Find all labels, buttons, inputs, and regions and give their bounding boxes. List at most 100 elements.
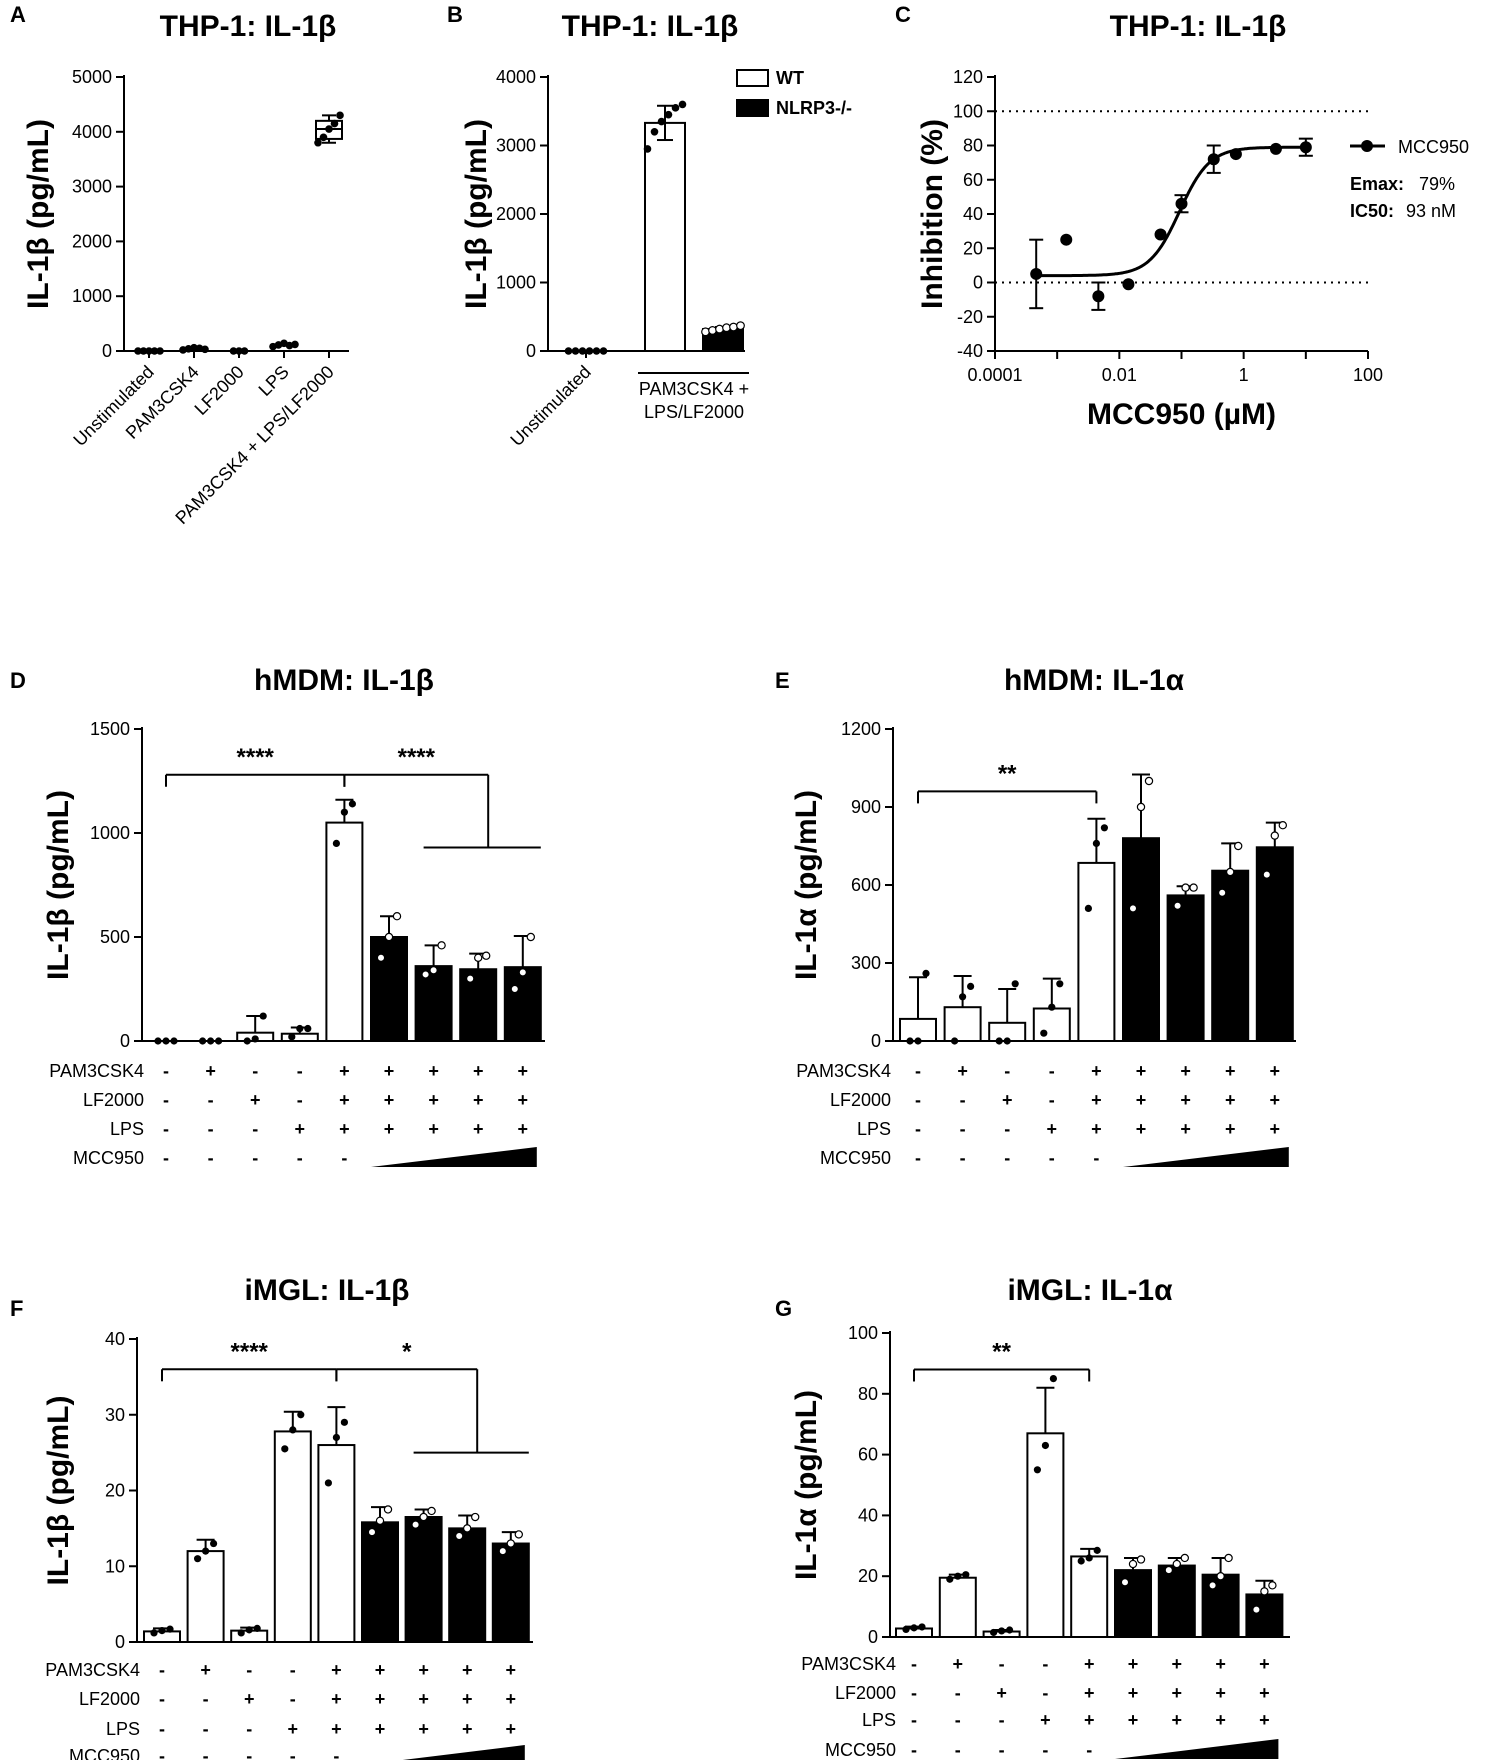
- condition-symbol: +: [418, 1689, 429, 1709]
- data-point: [156, 347, 164, 355]
- condition-symbol: +: [957, 1061, 968, 1081]
- y-tick-label: 0: [115, 1632, 125, 1652]
- panel-letter: D: [10, 668, 26, 693]
- condition-symbol: -: [208, 1148, 214, 1168]
- condition-symbol: -: [955, 1740, 961, 1760]
- significance-label: **: [992, 1338, 1011, 1365]
- condition-symbol: -: [1086, 1740, 1092, 1760]
- data-point: [571, 347, 580, 355]
- condition-symbol: +: [1136, 1119, 1147, 1139]
- y-tick-label: 1000: [72, 286, 112, 306]
- data-point: [1164, 1565, 1174, 1575]
- data-point: [1180, 1553, 1190, 1563]
- condition-symbol: -: [159, 1689, 165, 1709]
- condition-symbol: -: [999, 1654, 1005, 1674]
- group-label-line2: LPS/LF2000: [644, 402, 744, 422]
- data-point: [526, 932, 536, 942]
- y-tick-label: 0: [120, 1031, 130, 1051]
- data-point: [599, 347, 608, 355]
- condition-symbol: -: [246, 1746, 252, 1760]
- data-point: [1229, 148, 1242, 161]
- data-point: [959, 993, 967, 1001]
- condition-symbol: +: [462, 1719, 473, 1739]
- condition-symbol: +: [1225, 1061, 1236, 1081]
- data-point: [643, 145, 652, 153]
- condition-symbol: +: [1172, 1710, 1183, 1730]
- condition-symbol: +: [384, 1061, 395, 1081]
- condition-symbol: -: [159, 1660, 165, 1680]
- y-tick-label: 40: [858, 1505, 878, 1525]
- data-point: [201, 345, 209, 354]
- condition-symbol: +: [331, 1660, 342, 1680]
- data-point: [297, 1411, 305, 1419]
- data-point: [1262, 870, 1272, 879]
- condition-symbol: +: [339, 1061, 350, 1081]
- data-point: [1060, 233, 1073, 246]
- condition-symbol: -: [955, 1710, 961, 1730]
- condition-symbol: +: [473, 1119, 484, 1139]
- bar: [361, 1521, 399, 1643]
- data-point: [951, 1037, 959, 1045]
- condition-symbol: -: [163, 1119, 169, 1139]
- data-point: [421, 970, 430, 979]
- data-point: [429, 966, 438, 975]
- data-point: [340, 808, 348, 816]
- data-point: [251, 1035, 259, 1043]
- condition-symbol: -: [163, 1090, 169, 1110]
- condition-symbol: +: [1128, 1710, 1139, 1730]
- condition-symbol: +: [375, 1660, 386, 1680]
- data-point: [474, 953, 483, 963]
- y-axis-label: IL-1β (pg/mL): [460, 119, 493, 309]
- condition-symbol: +: [1047, 1119, 1058, 1139]
- data-point: [578, 347, 587, 355]
- condition-symbol: +: [1215, 1710, 1226, 1730]
- condition-symbol: +: [1180, 1061, 1191, 1081]
- data-point: [288, 1033, 296, 1041]
- condition-symbol: +: [331, 1689, 342, 1709]
- condition-symbol: +: [462, 1660, 473, 1680]
- condition-symbol: +: [418, 1660, 429, 1680]
- condition-symbol: -: [1042, 1740, 1048, 1760]
- data-point: [419, 1512, 428, 1522]
- data-point: [518, 968, 528, 977]
- condition-symbol: -: [915, 1119, 921, 1139]
- chart-title: iMGL: IL-1β: [245, 1274, 410, 1307]
- condition-row-label: LF2000: [835, 1683, 896, 1703]
- data-point: [194, 1555, 202, 1563]
- condition-symbol: -: [297, 1090, 303, 1110]
- data-point: [199, 1037, 207, 1045]
- condition-symbol: +: [375, 1719, 386, 1739]
- data-point: [906, 1037, 914, 1045]
- y-tick-label: 60: [858, 1445, 878, 1465]
- data-point: [990, 1628, 998, 1637]
- condition-symbol: +: [518, 1119, 529, 1139]
- condition-symbol: -: [911, 1710, 917, 1730]
- condition-row-label: LPS: [110, 1119, 144, 1139]
- bar: [414, 965, 453, 1042]
- x-tick-label: 100: [1353, 365, 1383, 385]
- ic50-value: 93 nM: [1406, 201, 1456, 221]
- panel-a: A THP-1: IL-1β IL-1β (pg/mL) 0 1000 2000 3000 4…: [10, 2, 349, 528]
- condition-symbol: +: [1091, 1119, 1102, 1139]
- category-label: LF2000: [191, 362, 248, 419]
- chart-title: hMDM: IL-1β: [254, 664, 434, 697]
- data-point: [1225, 867, 1235, 877]
- data-point: [1216, 1571, 1225, 1581]
- condition-symbol: +: [428, 1061, 439, 1081]
- data-point: [166, 1625, 174, 1633]
- significance-label: *: [402, 1338, 412, 1365]
- data-point: [1154, 228, 1167, 241]
- y-tick-label: 600: [851, 875, 881, 895]
- bar: [491, 1542, 530, 1644]
- bar: [317, 1444, 356, 1644]
- panel-letter: C: [895, 2, 911, 27]
- bar: [1122, 837, 1160, 1043]
- data-point: [514, 1530, 524, 1539]
- data-point: [1120, 1578, 1130, 1587]
- data-point: [324, 1479, 332, 1487]
- data-point: [134, 347, 142, 355]
- condition-row-label: MCC950: [69, 1746, 140, 1760]
- legend-label: WT: [776, 68, 804, 88]
